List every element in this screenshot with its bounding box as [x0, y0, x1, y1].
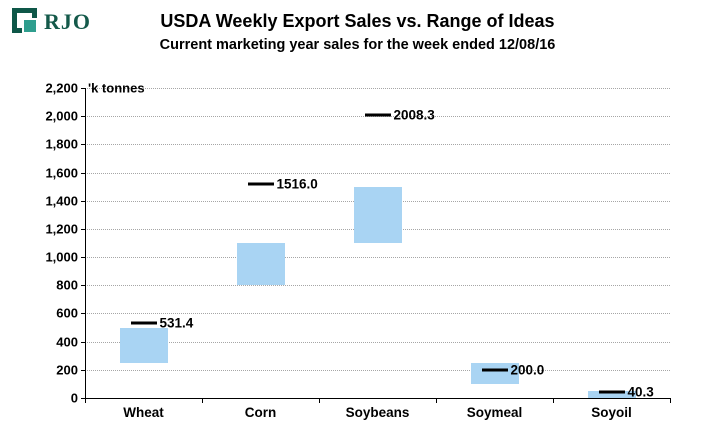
- gridline: [85, 116, 670, 118]
- y-axis-tick-label: 1,800: [45, 136, 78, 152]
- y-axis-tick-label: 1,200: [45, 221, 78, 237]
- x-axis-category-label: Corn: [244, 405, 277, 420]
- y-axis-tick: [81, 369, 85, 371]
- y-axis-tick-label: 1,000: [45, 249, 78, 265]
- gridline: [85, 369, 670, 371]
- y-axis-tick-label: 400: [56, 334, 78, 350]
- actual-sales-marker: [481, 368, 508, 372]
- y-axis-tick-label: 200: [56, 362, 78, 378]
- y-axis-tick: [81, 144, 85, 146]
- y-axis-tick: [81, 398, 85, 399]
- gridline: [85, 341, 670, 343]
- x-axis-category-label: Wheat: [123, 405, 164, 420]
- x-axis-line: [85, 398, 671, 399]
- y-axis-tick-label: 2,200: [45, 80, 78, 96]
- y-axis-tick: [81, 172, 85, 174]
- actual-sales-value-label: 40.3: [627, 384, 654, 400]
- range-of-ideas-bar: [470, 362, 519, 384]
- x-axis-category-label: Soyoil: [591, 405, 632, 420]
- actual-sales-value-label: 1516.0: [276, 176, 318, 192]
- y-axis-unit-label: 'k tonnes: [88, 80, 145, 96]
- y-axis-tick: [81, 341, 85, 343]
- y-axis-tick: [81, 257, 85, 259]
- gridline: [85, 88, 670, 89]
- rjo-logo-text: RJO: [44, 8, 91, 34]
- actual-sales-marker: [247, 182, 274, 186]
- actual-sales-marker: [130, 321, 157, 325]
- y-axis-tick: [81, 200, 85, 202]
- y-axis-line: [85, 88, 86, 398]
- y-axis-tick-label: 600: [56, 305, 78, 321]
- y-axis-tick-label: 1,400: [45, 193, 78, 209]
- actual-sales-value-label: 200.0: [510, 362, 545, 378]
- gridline: [85, 172, 670, 174]
- gridline: [85, 257, 670, 259]
- y-axis-tick-label: 0: [70, 390, 78, 406]
- rjo-logo-icon: [12, 8, 39, 35]
- gridline: [85, 144, 670, 146]
- x-axis-tick: [670, 399, 671, 403]
- x-axis-tick: [202, 399, 203, 403]
- actual-sales-marker: [598, 390, 625, 394]
- x-axis-tick: [85, 399, 86, 403]
- y-axis-tick-label: 800: [56, 277, 78, 293]
- y-axis-tick: [81, 88, 85, 89]
- range-of-ideas-bar: [587, 390, 636, 398]
- range-of-ideas-bar: [119, 327, 168, 363]
- gridline: [85, 313, 670, 315]
- y-axis-tick-label: 1,600: [45, 165, 78, 181]
- actual-sales-marker: [364, 113, 391, 117]
- actual-sales-value-label: 2008.3: [393, 107, 435, 123]
- x-axis-tick: [319, 399, 320, 403]
- rjo-logo: RJO: [12, 8, 91, 35]
- gridline: [85, 285, 670, 287]
- y-axis-tick: [81, 116, 85, 118]
- x-axis-tick: [553, 399, 554, 403]
- range-of-ideas-bar: [353, 186, 402, 243]
- range-of-ideas-bar: [236, 243, 285, 286]
- y-axis-tick: [81, 285, 85, 287]
- chart-subtitle: Current marketing year sales for the wee…: [159, 37, 556, 53]
- chart-title: USDA Weekly Export Sales vs. Range of Id…: [160, 11, 555, 31]
- actual-sales-value-label: 531.4: [159, 315, 194, 331]
- x-axis-tick: [436, 399, 437, 403]
- x-axis-category-label: Soymeal: [466, 405, 523, 420]
- y-axis-tick: [81, 313, 85, 315]
- y-axis-tick: [81, 228, 85, 230]
- y-axis-tick-label: 2,000: [45, 108, 78, 124]
- x-axis-category-label: Soybeans: [345, 405, 410, 420]
